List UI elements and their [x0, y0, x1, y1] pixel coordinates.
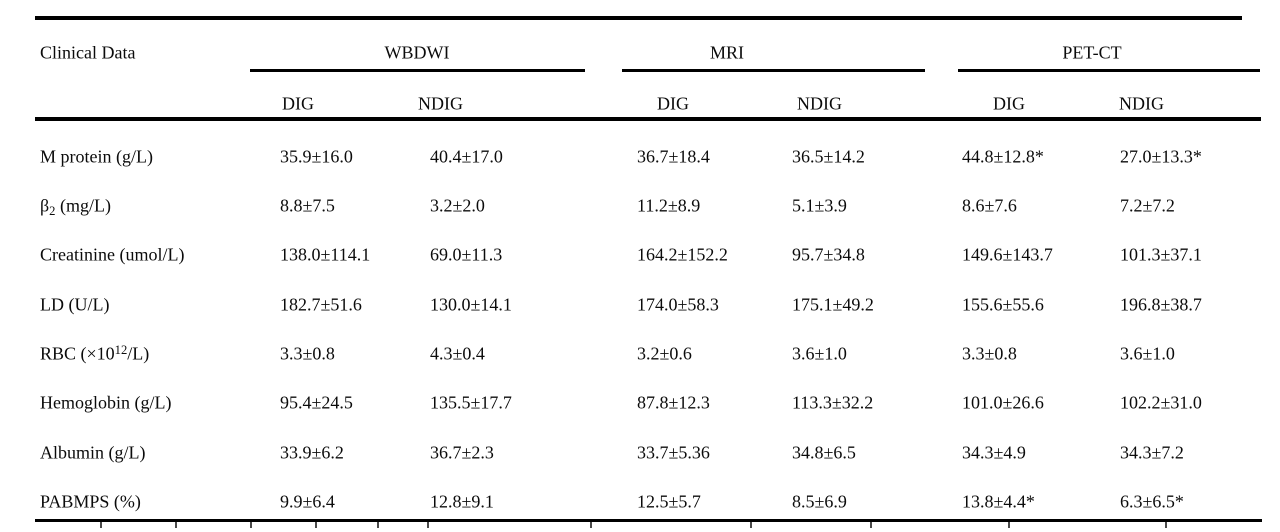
data-cell: 12.5±5.7 — [637, 491, 701, 512]
row-label-part: Creatinine (umol/L) — [40, 244, 185, 265]
column-group-header-mri: MRI — [709, 42, 745, 63]
data-cell: 12.8±9.1 — [430, 491, 494, 512]
column-group-header-pet-ct: PET-CT — [1062, 42, 1122, 63]
data-cell: 3.6±1.0 — [1120, 343, 1175, 364]
header-bottom-rule — [35, 117, 1261, 121]
group-underline-0 — [250, 69, 585, 72]
cropped-row-border-tick — [427, 522, 429, 528]
row-label: M protein (g/L) — [40, 147, 153, 168]
data-cell: 6.3±6.5* — [1120, 491, 1184, 512]
cropped-row-border-tick — [377, 522, 379, 528]
row-label-part: /L) — [127, 343, 150, 364]
table-top-rule — [35, 16, 1242, 20]
data-cell: 44.8±12.8* — [962, 146, 1044, 167]
data-cell: 164.2±152.2 — [637, 244, 728, 265]
data-cell: 3.3±0.8 — [280, 343, 335, 364]
data-cell: 95.7±34.8 — [792, 244, 865, 265]
data-cell: 135.5±17.7 — [430, 392, 512, 413]
data-cell: 33.7±5.36 — [637, 442, 710, 463]
cropped-row-border-tick — [750, 522, 752, 528]
row-label-part: (mg/L) — [55, 195, 111, 216]
subcolumn-header-pet-ct-dig: DIG — [993, 93, 1025, 114]
data-cell: 175.1±49.2 — [792, 294, 874, 315]
cropped-row-border-tick — [100, 522, 102, 528]
cropped-row-border-tick — [870, 522, 872, 528]
data-cell: 36.7±18.4 — [637, 146, 710, 167]
subcolumn-header-pet-ct-ndig: NDIG — [1119, 93, 1164, 114]
data-cell: 3.3±0.8 — [962, 343, 1017, 364]
row-label-part: LD (U/L) — [40, 294, 110, 315]
data-cell: 3.6±1.0 — [792, 343, 847, 364]
data-cell: 27.0±13.3* — [1120, 146, 1202, 167]
row-label: LD (U/L) — [40, 295, 109, 316]
data-cell: 34.3±7.2 — [1120, 442, 1184, 463]
data-cell: 40.4±17.0 — [430, 146, 503, 167]
corner-header-clinical-data: Clinical Data — [40, 42, 136, 63]
data-cell: 7.2±7.2 — [1120, 195, 1175, 216]
data-cell: 8.6±7.6 — [962, 195, 1017, 216]
data-cell: 155.6±55.6 — [962, 294, 1044, 315]
data-cell: 4.3±0.4 — [430, 343, 485, 364]
column-group-header-wbdwi: WBDWI — [384, 42, 450, 63]
row-label-part: RBC (×10 — [40, 343, 115, 364]
row-label-part: Hemoglobin (g/L) — [40, 392, 172, 413]
row-label: Creatinine (umol/L) — [40, 245, 184, 266]
cropped-row-border-tick — [590, 522, 592, 528]
cropped-row-border-tick — [250, 522, 252, 528]
data-cell: 34.3±4.9 — [962, 442, 1026, 463]
row-label: β2 (mg/L) — [40, 196, 111, 217]
data-cell: 87.8±12.3 — [637, 392, 710, 413]
row-label: RBC (×1012/L) — [40, 344, 149, 365]
data-cell: 138.0±114.1 — [280, 244, 371, 265]
row-label-part: M protein (g/L) — [40, 146, 153, 167]
data-cell: 113.3±32.2 — [792, 392, 874, 413]
data-cell: 196.8±38.7 — [1120, 294, 1202, 315]
cropped-row-border-tick — [1165, 522, 1167, 528]
subcolumn-header-mri-dig: DIG — [657, 93, 689, 114]
data-cell: 13.8±4.4* — [962, 491, 1035, 512]
data-cell: 36.7±2.3 — [430, 442, 494, 463]
data-cell: 11.2±8.9 — [637, 195, 701, 216]
data-cell: 69.0±11.3 — [430, 244, 503, 265]
data-cell: 34.8±6.5 — [792, 442, 856, 463]
row-label-part: 12 — [114, 343, 128, 357]
data-cell: 36.5±14.2 — [792, 146, 865, 167]
group-underline-2 — [958, 69, 1260, 72]
data-cell: 174.0±58.3 — [637, 294, 719, 315]
data-cell: 95.4±24.5 — [280, 392, 353, 413]
table-bottom-rule — [35, 519, 1262, 522]
cropped-row-border-tick — [1008, 522, 1010, 528]
cropped-row-border-tick — [175, 522, 177, 528]
data-cell: 33.9±6.2 — [280, 442, 344, 463]
row-label-part: 2 — [49, 203, 56, 218]
subcolumn-header-mri-ndig: NDIG — [797, 93, 842, 114]
row-label-part: β — [40, 195, 50, 216]
row-label: Hemoglobin (g/L) — [40, 393, 171, 414]
data-cell: 8.8±7.5 — [280, 195, 335, 216]
data-cell: 35.9±16.0 — [280, 146, 353, 167]
cropped-row-border-tick — [315, 522, 317, 528]
row-label-part: Albumin (g/L) — [40, 442, 146, 463]
subcolumn-header-wbdwi-ndig: NDIG — [418, 93, 463, 114]
data-cell: 8.5±6.9 — [792, 491, 847, 512]
data-cell: 3.2±0.6 — [637, 343, 692, 364]
data-cell: 182.7±51.6 — [280, 294, 362, 315]
data-cell: 130.0±14.1 — [430, 294, 512, 315]
row-label-part: PABMPS (%) — [40, 491, 141, 512]
group-underline-1 — [622, 69, 925, 72]
data-cell: 102.2±31.0 — [1120, 392, 1202, 413]
subcolumn-header-wbdwi-dig: DIG — [282, 93, 314, 114]
data-cell: 5.1±3.9 — [792, 195, 847, 216]
data-cell: 3.2±2.0 — [430, 195, 485, 216]
data-cell: 9.9±6.4 — [280, 491, 335, 512]
data-cell: 149.6±143.7 — [962, 244, 1053, 265]
data-cell: 101.0±26.6 — [962, 392, 1044, 413]
row-label: PABMPS (%) — [40, 492, 141, 513]
row-label: Albumin (g/L) — [40, 443, 146, 464]
data-cell: 101.3±37.1 — [1120, 244, 1202, 265]
